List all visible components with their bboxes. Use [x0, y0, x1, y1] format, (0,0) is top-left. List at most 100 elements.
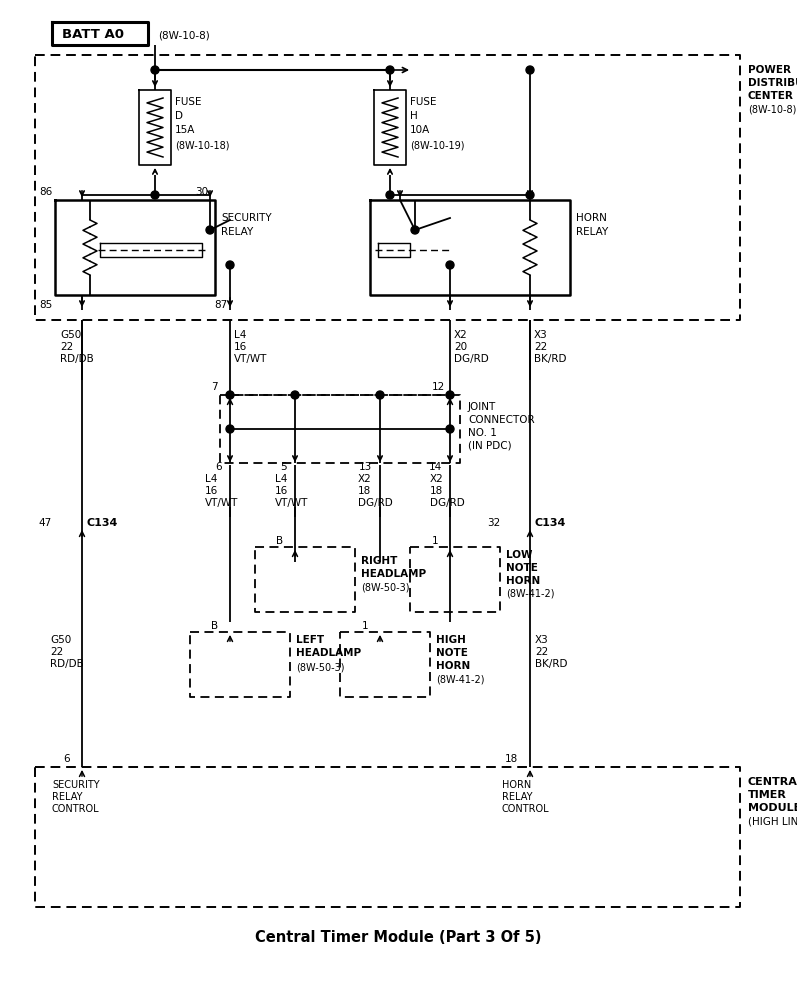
Text: L4: L4: [275, 474, 288, 484]
Text: 20: 20: [454, 342, 467, 352]
Text: NO. 1: NO. 1: [468, 428, 497, 438]
Circle shape: [151, 66, 159, 74]
Text: CONTROL: CONTROL: [502, 804, 550, 814]
Circle shape: [446, 261, 454, 269]
Text: CENTER: CENTER: [748, 91, 794, 101]
Text: FUSE: FUSE: [175, 97, 202, 107]
Text: RELAY: RELAY: [221, 227, 253, 237]
Text: (8W-10-18): (8W-10-18): [175, 141, 230, 151]
Circle shape: [226, 261, 234, 269]
Circle shape: [411, 226, 419, 234]
Text: 85: 85: [40, 300, 53, 310]
Text: 10A: 10A: [410, 125, 430, 135]
Circle shape: [206, 226, 214, 234]
Circle shape: [446, 391, 454, 399]
Text: X2: X2: [454, 330, 468, 340]
Text: C134: C134: [535, 518, 567, 528]
Text: POWER: POWER: [748, 65, 791, 75]
Text: 15A: 15A: [175, 125, 195, 135]
Text: RD/DB: RD/DB: [60, 354, 94, 364]
Text: 22: 22: [60, 342, 73, 352]
Text: RELAY: RELAY: [52, 792, 83, 802]
Text: 16: 16: [275, 486, 289, 496]
Text: 14: 14: [429, 462, 442, 472]
Circle shape: [376, 391, 384, 399]
Text: NOTE: NOTE: [436, 648, 468, 658]
Text: C134: C134: [87, 518, 119, 528]
Text: L4: L4: [234, 330, 246, 340]
Text: 12: 12: [432, 382, 445, 392]
Text: BK/RD: BK/RD: [534, 354, 567, 364]
Text: (8W-50-3): (8W-50-3): [296, 662, 344, 672]
Text: 6: 6: [64, 754, 70, 764]
Text: 1: 1: [361, 621, 368, 631]
Text: VT/WT: VT/WT: [205, 498, 238, 508]
Text: MODULE: MODULE: [748, 803, 797, 813]
Circle shape: [526, 66, 534, 74]
Text: HIGH: HIGH: [436, 635, 466, 645]
Text: TIMER: TIMER: [748, 790, 787, 800]
Text: B: B: [211, 621, 218, 631]
Text: VT/WT: VT/WT: [234, 354, 267, 364]
Text: 6: 6: [215, 462, 222, 472]
Text: 5: 5: [281, 462, 287, 472]
Text: G50: G50: [60, 330, 81, 340]
Text: SECURITY: SECURITY: [52, 780, 100, 790]
Circle shape: [526, 191, 534, 199]
Text: D: D: [175, 111, 183, 121]
Circle shape: [386, 191, 394, 199]
Text: 18: 18: [430, 486, 443, 496]
Text: 13: 13: [359, 462, 372, 472]
Text: 22: 22: [534, 342, 548, 352]
Text: DG/RD: DG/RD: [454, 354, 489, 364]
Circle shape: [226, 425, 234, 433]
Circle shape: [446, 425, 454, 433]
Text: 30: 30: [195, 187, 208, 197]
Text: DG/RD: DG/RD: [358, 498, 393, 508]
Text: LEFT: LEFT: [296, 635, 324, 645]
Text: (8W-10-19): (8W-10-19): [410, 141, 465, 151]
Text: DISTRIBUTION: DISTRIBUTION: [748, 78, 797, 88]
Text: RD/DB: RD/DB: [50, 659, 84, 669]
Text: 87: 87: [214, 300, 228, 310]
Text: X2: X2: [430, 474, 444, 484]
Text: 22: 22: [50, 647, 63, 657]
Text: 18: 18: [505, 754, 518, 764]
Text: (HIGH LINE): (HIGH LINE): [748, 817, 797, 827]
Text: VT/WT: VT/WT: [275, 498, 308, 508]
Text: L4: L4: [205, 474, 218, 484]
Text: 18: 18: [358, 486, 371, 496]
Text: 1: 1: [431, 536, 438, 546]
Text: HORN: HORN: [576, 213, 607, 223]
Text: 32: 32: [487, 518, 500, 528]
Text: BK/RD: BK/RD: [535, 659, 567, 669]
Text: G50: G50: [50, 635, 71, 645]
Text: RELAY: RELAY: [502, 792, 532, 802]
Text: HORN: HORN: [502, 780, 532, 790]
Text: (8W-41-2): (8W-41-2): [436, 674, 485, 684]
Text: LOW: LOW: [506, 550, 532, 560]
Text: 16: 16: [205, 486, 218, 496]
Circle shape: [151, 191, 159, 199]
Text: 22: 22: [535, 647, 548, 657]
Text: X2: X2: [358, 474, 371, 484]
Text: 7: 7: [211, 382, 218, 392]
Text: HEADLAMP: HEADLAMP: [296, 648, 361, 658]
Text: DG/RD: DG/RD: [430, 498, 465, 508]
Text: Central Timer Module (Part 3 Of 5): Central Timer Module (Part 3 Of 5): [255, 930, 541, 944]
Text: H: H: [410, 111, 418, 121]
Text: (8W-10-8): (8W-10-8): [748, 105, 796, 115]
Circle shape: [226, 391, 234, 399]
Circle shape: [386, 66, 394, 74]
Text: B: B: [276, 536, 283, 546]
Text: 47: 47: [39, 518, 52, 528]
Text: RELAY: RELAY: [576, 227, 608, 237]
Circle shape: [291, 391, 299, 399]
Text: BATT A0: BATT A0: [62, 29, 124, 42]
Text: JOINT: JOINT: [468, 402, 497, 412]
Text: HEADLAMP: HEADLAMP: [361, 569, 426, 579]
Text: CONTROL: CONTROL: [52, 804, 100, 814]
Text: SECURITY: SECURITY: [221, 213, 272, 223]
Text: X3: X3: [535, 635, 549, 645]
Text: (8W-10-8): (8W-10-8): [158, 30, 210, 40]
